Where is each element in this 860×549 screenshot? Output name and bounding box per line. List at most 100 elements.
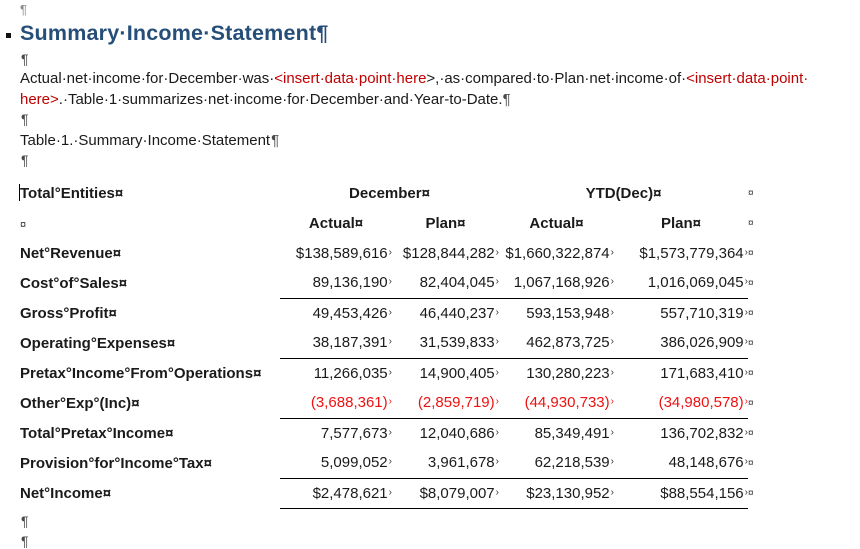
value-cell[interactable]: 1,067,168,926› [499,268,614,299]
cell-value[interactable]: (34,980,578) [658,394,744,412]
cell-value[interactable]: 48,148,676 [668,454,744,472]
value-cell[interactable]: $88,554,156› [614,478,748,509]
cell-value[interactable]: $23,130,952 [526,484,610,502]
row-label[interactable]: Provision°for°Income°Tax [20,454,204,472]
value-cell[interactable]: $128,844,282› [392,238,499,268]
row-label-cell[interactable]: Net°Income¤ [20,478,280,508]
text-run[interactable]: Actual·net·income·for·December·was· [20,70,275,87]
cell-value[interactable]: $138,589,616 [295,244,388,262]
cell-value[interactable]: 171,683,410 [660,364,744,382]
cell-value[interactable]: $8,079,007 [419,484,495,502]
value-cell[interactable]: $1,573,779,364› [614,238,748,268]
cell-value[interactable]: 3,961,678 [427,454,495,472]
value-cell[interactable]: $138,589,616› [280,238,392,268]
value-cell[interactable]: 12,040,686› [392,418,499,448]
caption-text[interactable]: Table·1.·Summary·Income·Statement [20,132,271,149]
cell-value[interactable]: 5,099,052 [320,454,388,472]
column-header-text[interactable]: Actual [529,214,576,232]
value-cell[interactable]: 136,702,832› [614,418,748,448]
cell-value[interactable]: 31,539,833 [419,334,495,352]
row-label-cell[interactable]: Gross°Profit¤ [20,298,280,328]
value-cell[interactable]: 46,440,237› [392,298,499,328]
cell-value[interactable]: (3,688,361) [310,394,388,412]
row-label[interactable]: Other°Exp°(Inc) [20,394,132,412]
cell-value[interactable]: (44,930,733) [524,394,610,412]
paragraph-line[interactable]: here>.·Table·1·summarizes·net·income·for… [20,89,808,110]
value-cell[interactable]: (3,688,361)› [280,388,392,419]
column-header[interactable]: Plan¤ [614,208,748,238]
value-cell[interactable]: (44,930,733)› [499,388,614,419]
column-header-text[interactable]: Plan [425,214,458,232]
cell-value[interactable]: 89,136,190 [312,274,388,292]
row-label-cell[interactable]: Provision°for°Income°Tax¤ [20,448,280,478]
column-header-text[interactable]: Actual [308,214,355,232]
cell-value[interactable]: 38,187,391 [312,334,388,352]
cell-value[interactable]: $128,844,282 [402,244,495,262]
cell-value[interactable]: 130,280,223 [526,364,610,382]
cell-value[interactable]: 1,067,168,926 [513,274,610,292]
text-run[interactable]: .·Table·1·summarizes·net·income·for·Dece… [58,91,503,108]
row-label[interactable]: Total°Pretax°Income [20,424,166,442]
value-cell[interactable]: 49,453,426› [280,298,392,328]
value-cell[interactable]: 85,349,491› [499,418,614,448]
value-cell[interactable]: $2,478,621› [280,478,392,509]
value-cell[interactable]: 48,148,676› [614,448,748,479]
value-cell[interactable]: 386,026,909› [614,328,748,359]
row-label-cell[interactable]: Cost°of°Sales¤ [20,268,280,298]
value-cell[interactable]: $8,079,007› [392,478,499,509]
column-header[interactable]: Actual¤ [280,208,392,238]
text-run[interactable]: >,·as·compared·to·Plan·net·income·of· [426,70,687,87]
column-group-header[interactable]: YTD(Dec)¤ [499,178,748,208]
row-label[interactable]: Operating°Expenses [20,334,167,352]
row-label[interactable]: Net°Revenue [20,244,113,262]
row-label-cell[interactable]: Operating°Expenses¤ [20,328,280,358]
value-cell[interactable]: 38,187,391› [280,328,392,359]
cell-value[interactable]: $88,554,156 [660,484,744,502]
cell-value[interactable]: 593,153,948 [526,304,610,322]
value-cell[interactable]: 11,266,035› [280,358,392,388]
value-cell[interactable]: 462,873,725› [499,328,614,359]
value-cell[interactable]: 1,016,069,045› [614,268,748,299]
value-cell[interactable]: 62,218,539› [499,448,614,479]
cell-value[interactable]: $1,660,322,874 [505,244,610,262]
column-header[interactable]: Plan¤ [392,208,499,238]
row-label[interactable]: Cost°of°Sales [20,274,119,292]
row-label-cell[interactable]: Net°Revenue¤ [20,238,280,268]
row-label-cell[interactable]: Pretax°Income°From°Operations¤ [20,358,280,388]
row-label-cell[interactable]: ¤ [20,208,280,238]
cell-value[interactable]: (2,859,719) [417,394,495,412]
paragraph-line[interactable]: Actual·net·income·for·December·was·<inse… [20,68,808,89]
cell-value[interactable]: 82,404,045 [419,274,495,292]
column-header[interactable]: Actual¤ [499,208,614,238]
cell-value[interactable]: $1,573,779,364 [639,244,744,262]
row-label[interactable]: Pretax°Income°From°Operations [20,364,254,382]
cell-value[interactable]: $2,478,621 [312,484,388,502]
value-cell[interactable]: $1,660,322,874› [499,238,614,268]
group-header-text[interactable]: YTD(Dec) [585,184,654,202]
body-paragraph[interactable]: Actual·net·income·for·December·was·<inse… [20,68,808,110]
value-cell[interactable]: 5,099,052› [280,448,392,479]
table-caption[interactable]: Table·1.·Summary·Income·Statement¶ [20,132,279,149]
value-cell[interactable]: 3,961,678› [392,448,499,479]
cell-value[interactable]: 557,710,319 [660,304,744,322]
cell-value[interactable]: 462,873,725 [526,334,610,352]
group-header-text[interactable]: December [349,184,422,202]
value-cell[interactable]: 130,280,223› [499,358,614,388]
value-cell[interactable]: 171,683,410› [614,358,748,388]
column-header-text[interactable]: Plan [660,214,693,232]
row-label[interactable]: Gross°Profit [20,304,109,322]
placeholder-text[interactable]: <insert·data·point·here [274,70,427,87]
cell-value[interactable]: 46,440,237 [419,304,495,322]
placeholder-text[interactable]: <insert·data·point· [686,70,809,87]
value-cell[interactable]: 557,710,319› [614,298,748,328]
row-label[interactable]: Net°Income [20,484,103,502]
heading-text[interactable]: Summary·Income·Statement [20,21,317,45]
cell-value[interactable]: 62,218,539 [534,454,610,472]
value-cell[interactable]: (2,859,719)› [392,388,499,419]
row-label-cell[interactable]: Other°Exp°(Inc)¤ [20,388,280,418]
cell-value[interactable]: 1,016,069,045 [647,274,744,292]
value-cell[interactable]: 593,153,948› [499,298,614,328]
value-cell[interactable]: 82,404,045› [392,268,499,299]
row-label-cell[interactable]: Total°Pretax°Income¤ [20,418,280,448]
value-cell[interactable]: 7,577,673› [280,418,392,448]
